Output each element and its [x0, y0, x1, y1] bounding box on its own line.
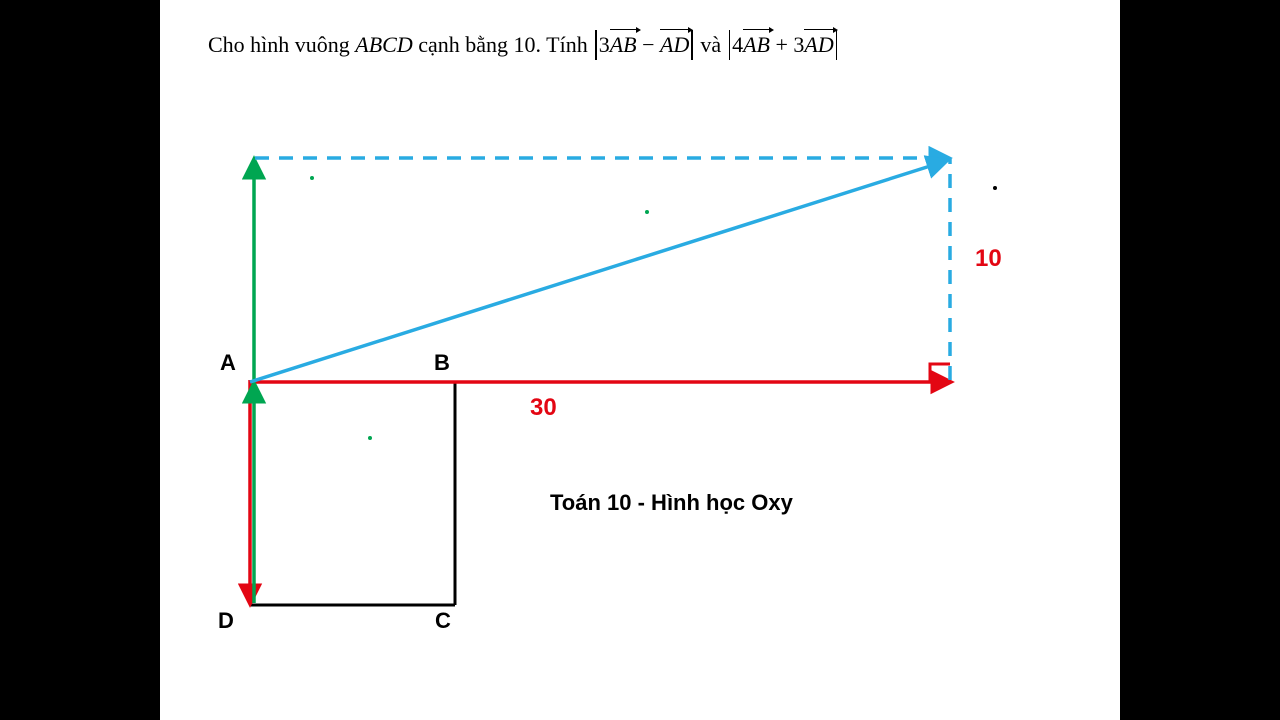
label-C: C [435, 608, 451, 634]
label-A: A [220, 350, 236, 376]
stray-dot [645, 210, 649, 214]
caption-text: Toán 10 - Hình học Oxy [550, 490, 793, 516]
stray-dot [310, 176, 314, 180]
content-area: Cho hình vuông ABCD cạnh bằng 10. Tính 3… [160, 0, 1120, 720]
right-angle-mark [930, 364, 950, 382]
dim-30: 30 [530, 394, 557, 422]
vector-resultant [250, 161, 946, 382]
vector-diagram [160, 0, 1120, 720]
dim-10: 10 [975, 245, 1002, 273]
label-B: B [434, 350, 450, 376]
stray-dot [993, 186, 997, 190]
stray-dot [368, 436, 372, 440]
label-D: D [218, 608, 234, 634]
